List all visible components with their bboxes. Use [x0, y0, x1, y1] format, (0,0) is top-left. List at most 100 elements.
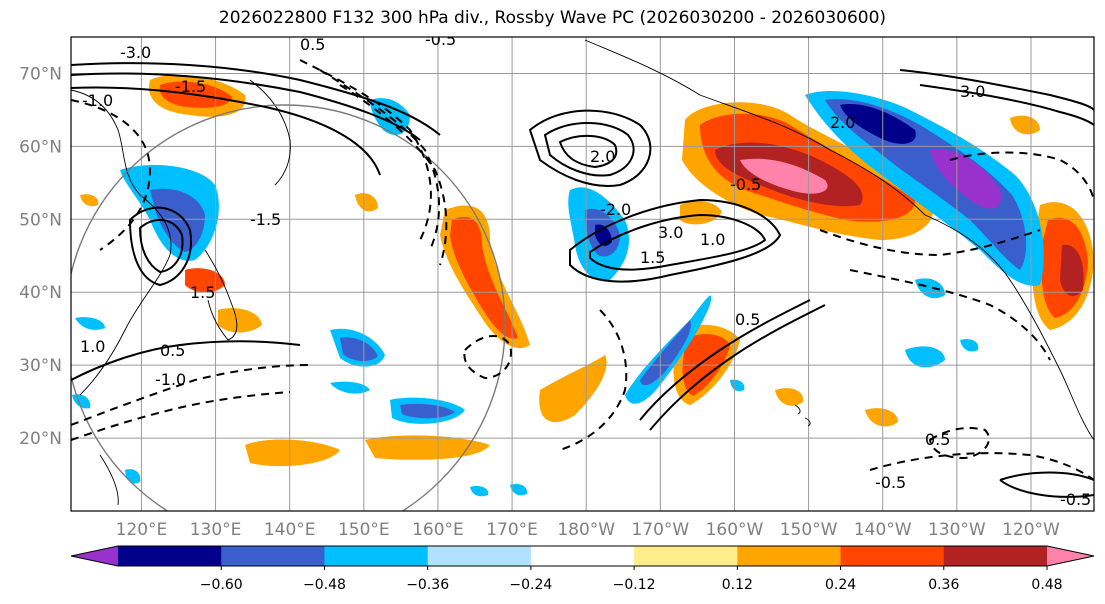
colorbar-segment	[530, 546, 635, 566]
contour-solid	[639, 299, 811, 421]
contour-solid	[528, 109, 652, 187]
longitude-label: 180°W	[557, 520, 615, 540]
contour-dashed	[71, 391, 291, 441]
shade-positive	[365, 435, 490, 460]
shade-negative	[930, 149, 1001, 209]
contour-label: -0.5	[1060, 490, 1091, 509]
longitude-label: 130°E	[190, 520, 242, 540]
contour-label: -1.0	[155, 370, 186, 389]
colorbar-tick-label: −0.60	[200, 577, 243, 593]
colorbar-segment	[840, 546, 945, 566]
shade-negative	[510, 484, 528, 496]
graticule	[71, 37, 1094, 511]
longitude-label: 170°W	[631, 520, 689, 540]
contour-solid	[649, 304, 826, 431]
latitude-label: 20°N	[19, 429, 62, 449]
shade-negative	[730, 379, 745, 392]
contour-label: 1.0	[700, 230, 725, 249]
contour-solid	[138, 219, 184, 274]
shade-negative	[840, 104, 916, 144]
latitude-labels: 70°N 60°N 50°N 40°N 30°N 20°N	[19, 64, 62, 449]
contour-label: 0.5	[925, 430, 950, 449]
contour-label: 1.5	[640, 248, 665, 267]
contour-dashed	[71, 99, 152, 251]
contour-dashed	[71, 364, 311, 426]
shade-negative	[915, 278, 945, 299]
colorbar-tick-label: −0.36	[406, 577, 449, 593]
contour-label: 0.5	[735, 310, 760, 329]
shade-negative	[75, 317, 105, 330]
latitude-label: 50°N	[19, 210, 62, 230]
coastlines	[71, 39, 1094, 506]
contour-label: 0.5	[160, 341, 185, 360]
shade-positive	[775, 388, 804, 406]
coastline-japan	[204, 249, 238, 341]
shade-negative	[330, 381, 370, 394]
contour-label: -1.5	[175, 77, 206, 96]
shade-negative	[72, 394, 91, 409]
colorbar-segment	[427, 546, 532, 566]
colorbar-extend-high	[1047, 546, 1094, 566]
shade-negative	[470, 485, 489, 497]
shade-negative	[960, 339, 979, 352]
shade-negative	[825, 99, 1027, 270]
contour-dashed	[463, 335, 512, 380]
longitude-label: 160°W	[706, 520, 764, 540]
contour-dashed	[849, 269, 1051, 361]
shade-negative	[640, 320, 691, 386]
contour-solid	[919, 84, 1094, 126]
contour-solid	[128, 206, 192, 287]
contour-label: 1.0	[80, 337, 105, 356]
colorbar-tick-label: 0.24	[825, 577, 856, 593]
longitude-label: 150°W	[780, 520, 838, 540]
colorbar-tick-label: −0.24	[509, 577, 552, 593]
latitude-label: 60°N	[19, 137, 62, 157]
contour-solid	[569, 198, 782, 283]
contour-label: 1.5	[190, 283, 215, 302]
coastline-asia	[71, 89, 172, 396]
shade-positive	[450, 217, 518, 339]
contour-solid	[71, 340, 301, 381]
shaded-fields	[72, 75, 1094, 497]
contour-solid	[899, 69, 1094, 111]
shade-positive	[1010, 115, 1040, 135]
contour-label: 2.0	[830, 113, 855, 132]
shade-negative	[340, 337, 378, 362]
chart-title: 2026022800 F132 300 hPa div., Rossby Wav…	[218, 8, 887, 28]
shade-positive	[245, 439, 340, 467]
shade-positive	[865, 408, 898, 427]
coastline-hawaii	[794, 404, 811, 427]
colorbar-extend-low	[71, 546, 118, 566]
latitude-label: 40°N	[19, 283, 62, 303]
colorbar-segment	[324, 546, 429, 566]
shade-positive	[1060, 244, 1084, 296]
shade-positive	[539, 355, 607, 423]
shade-positive	[355, 193, 378, 212]
colorbar-segment	[118, 546, 222, 566]
longitude-label: 130°W	[928, 520, 986, 540]
contour-label: -0.5	[875, 473, 906, 492]
coastline-philippines	[99, 454, 119, 506]
coastline-na-west	[924, 214, 1094, 441]
longitude-label: 120°E	[116, 520, 168, 540]
colorbar-segment	[221, 546, 325, 566]
rossby-wave-circle	[71, 104, 506, 511]
coastline-alaska	[584, 39, 926, 216]
longitude-label: 160°E	[412, 520, 464, 540]
contour-dashed	[928, 427, 990, 460]
contour-label: 3.0	[658, 223, 683, 242]
latitude-label: 30°N	[19, 356, 62, 376]
shade-positive	[740, 158, 828, 194]
shade-positive	[218, 308, 262, 333]
contour-label: 3.0	[960, 82, 985, 101]
contour-label: -2.0	[600, 200, 631, 219]
shade-positive	[185, 268, 225, 293]
shade-positive	[80, 194, 99, 207]
contour-label: -1.5	[250, 210, 281, 229]
longitude-labels: 120°E 130°E 140°E 150°E 160°E 170°E 180°W 170°W…	[116, 520, 1060, 540]
colorbar-outline	[70, 545, 1095, 567]
contour-solid	[999, 471, 1094, 498]
contour-dashed	[339, 84, 448, 266]
contour-labels: -3.0 -1.5 -1.0 -0.5 0.5 1.0 1.5 2.0 3.0 …	[80, 37, 1091, 509]
colorbar-segment	[943, 546, 1048, 566]
